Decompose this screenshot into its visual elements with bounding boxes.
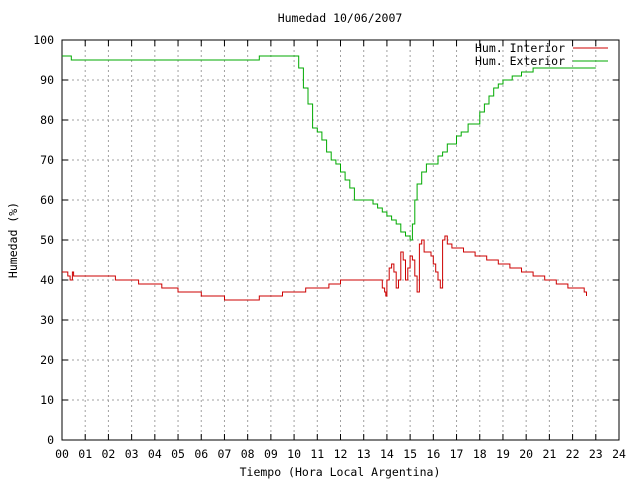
y-tick-label: 50 [40, 233, 54, 247]
series-line-hum-exterior [62, 55, 596, 241]
x-tick-label: 11 [310, 447, 324, 461]
x-tick-label: 07 [218, 447, 232, 461]
series-line-hum-interior [62, 235, 587, 301]
x-tick-label: 05 [171, 447, 185, 461]
y-tick-label: 60 [40, 193, 54, 207]
x-tick-label: 03 [125, 447, 139, 461]
x-tick-label: 15 [403, 447, 417, 461]
x-tick-label: 01 [78, 447, 92, 461]
y-tick-label: 10 [40, 393, 54, 407]
series-lines [62, 55, 596, 301]
y-tick-label: 40 [40, 273, 54, 287]
x-tick-label: 09 [264, 447, 278, 461]
y-axis-label: Humedad (%) [6, 202, 20, 278]
y-tick-label: 20 [40, 353, 54, 367]
x-tick-label: 16 [426, 447, 440, 461]
grid [62, 40, 619, 440]
x-tick-label: 17 [450, 447, 464, 461]
plot-frame [61, 39, 620, 441]
x-tick-label: 10 [287, 447, 301, 461]
x-tick-label: 21 [542, 447, 556, 461]
x-tick-label: 04 [148, 447, 162, 461]
axes: 00 01 02 03 04 05 06 07 08 09 10 11 12 13 14 15 16 17 18 19… [33, 33, 626, 461]
y-tick-label: 70 [40, 153, 54, 167]
x-tick-label: 02 [101, 447, 115, 461]
x-tick-label: 00 [55, 447, 69, 461]
x-tick-label: 14 [380, 447, 394, 461]
x-tick-label: 24 [612, 447, 626, 461]
y-tick-label: 90 [40, 73, 54, 87]
y-tick-label: 100 [33, 33, 54, 47]
x-tick-label: 19 [496, 447, 510, 461]
x-tick-label: 22 [566, 447, 580, 461]
y-tick-label: 0 [47, 433, 54, 447]
x-tick-label: 20 [519, 447, 533, 461]
x-tick-label: 18 [473, 447, 487, 461]
chart-title: Humedad 10/06/2007 [278, 11, 403, 25]
x-tick-label: 23 [589, 447, 603, 461]
x-tick-label: 13 [357, 447, 371, 461]
x-tick-label: 06 [194, 447, 208, 461]
x-axis-label: Tiempo (Hora Local Argentina) [240, 465, 441, 479]
x-tick-label: 08 [241, 447, 255, 461]
y-tick-label: 30 [40, 313, 54, 327]
x-tick-label: 12 [334, 447, 348, 461]
legend-label: Hum. Exterior [475, 54, 565, 68]
y-tick-label: 80 [40, 113, 54, 127]
legend-label: Hum. Interior [475, 41, 565, 55]
